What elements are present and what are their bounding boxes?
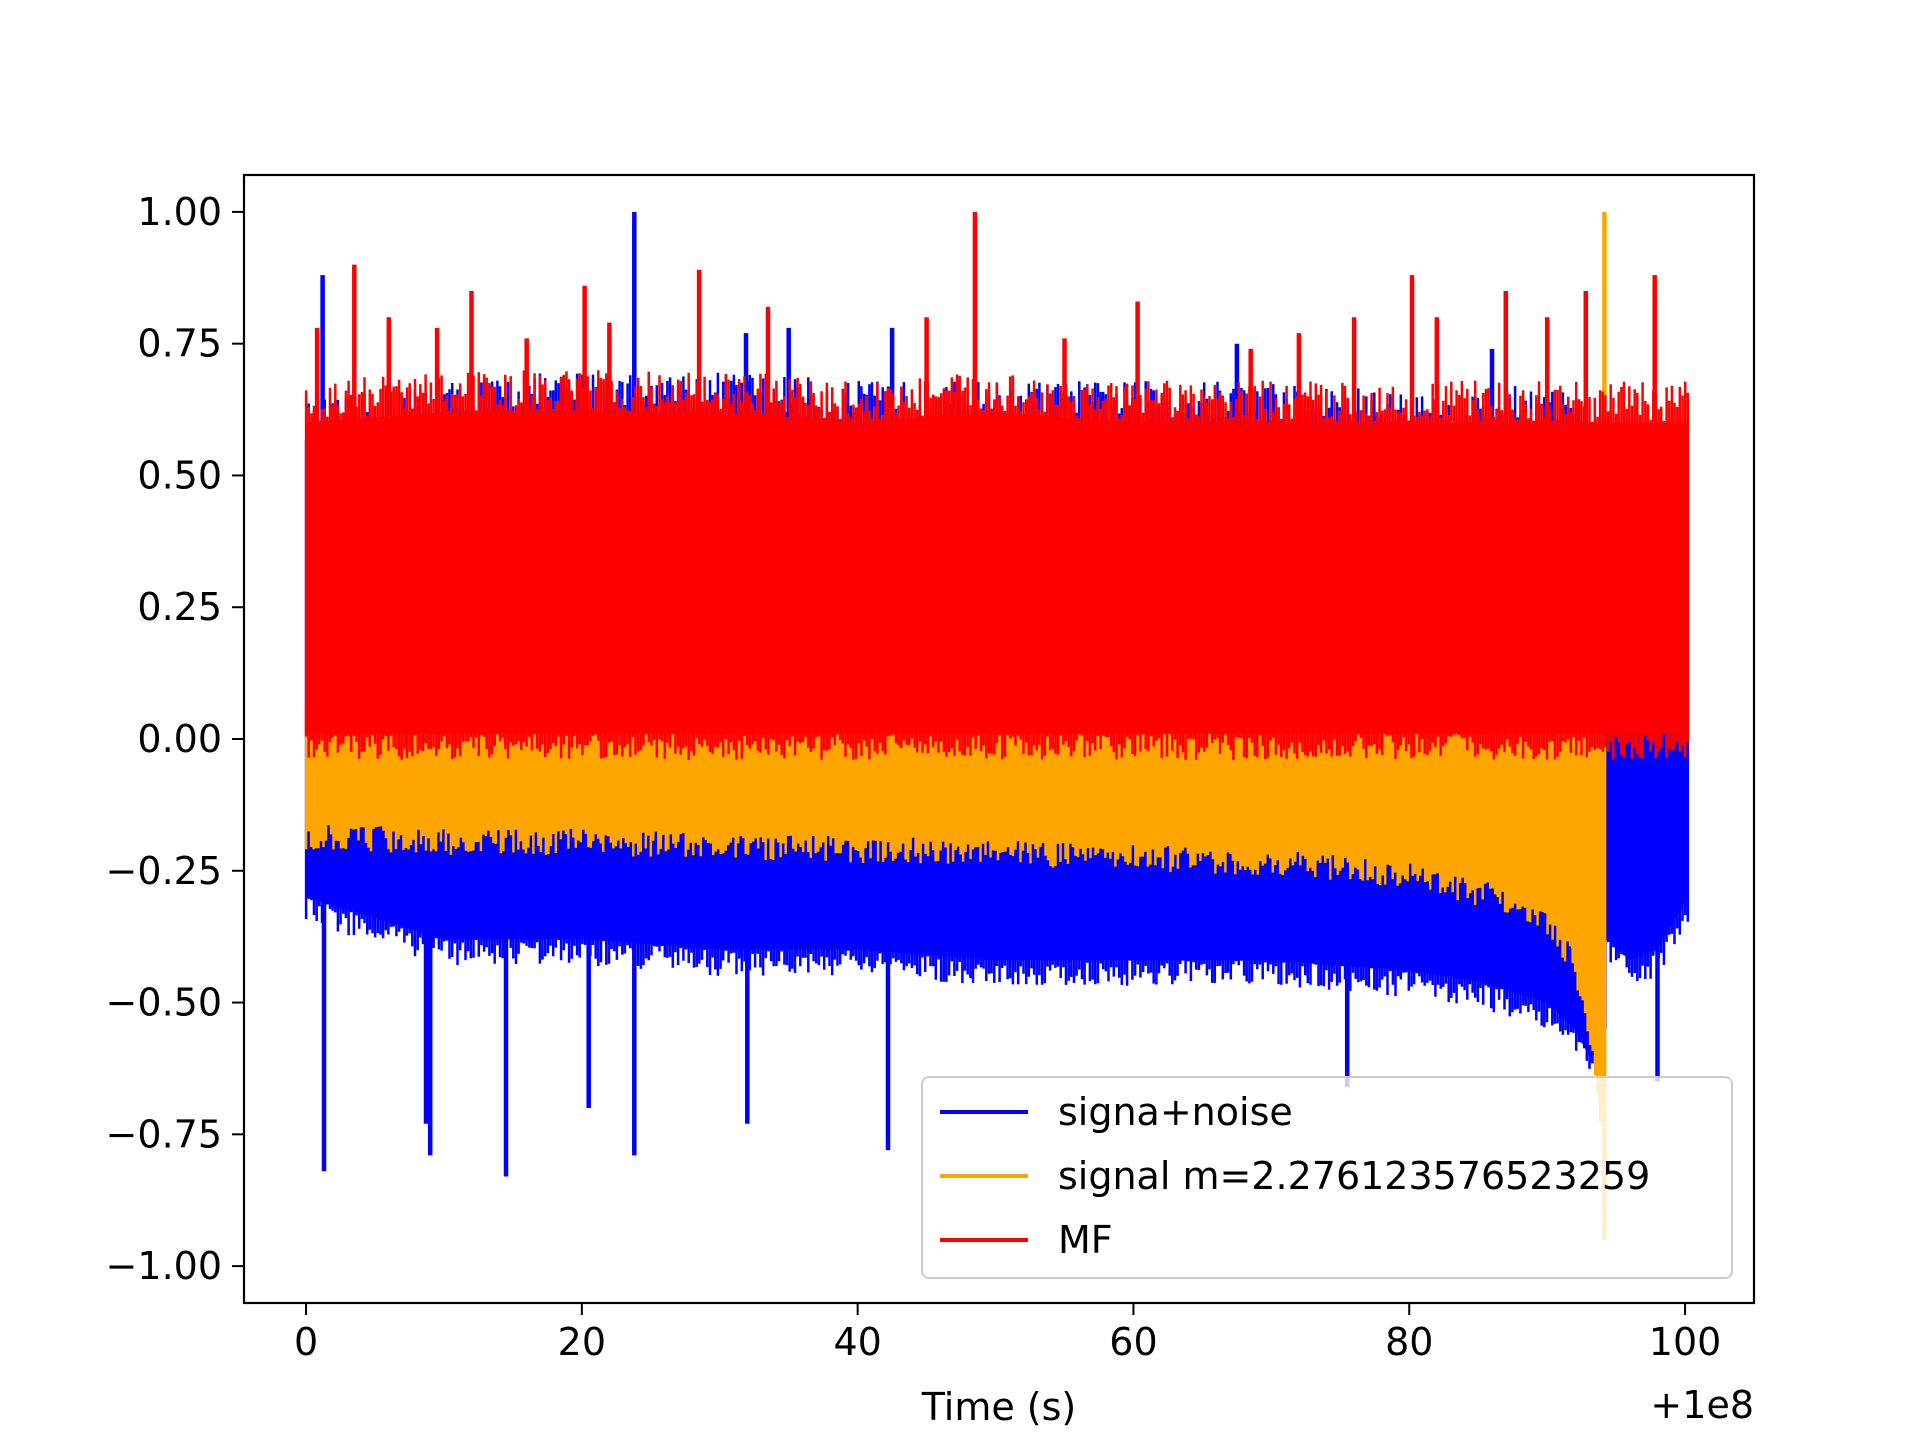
series-mf: [304, 211, 1690, 760]
y-tick-label: 0.75: [137, 322, 222, 366]
x-tick-label: 40: [833, 1320, 881, 1364]
series-layer: [304, 211, 1690, 1240]
legend-label-signal: signal m=2.276123576523259: [1058, 1154, 1650, 1198]
y-tick-label: −0.75: [106, 1112, 222, 1156]
x-tick-label: 20: [558, 1320, 606, 1364]
y-tick-label: 0.25: [137, 585, 222, 629]
x-offset-label: +1e8: [1650, 1383, 1754, 1427]
x-tick-label: 100: [1649, 1320, 1722, 1364]
legend-label-mf: MF: [1058, 1218, 1113, 1262]
axes-layer: 0 20 40 60 80 100 1.00 0.75 0.50 0.25 0.00 −0.25 −0.…: [106, 190, 1722, 1364]
y-tick-label: −1.00: [106, 1244, 222, 1288]
y-tick-label: 0.00: [137, 717, 222, 761]
y-tick-label: 0.50: [137, 453, 222, 497]
y-tick-label: 1.00: [137, 190, 222, 234]
legend: signa+noise signal m=2.276123576523259 M…: [921, 1076, 1733, 1279]
y-tick-label: −0.25: [106, 849, 222, 893]
x-axis-label: Time (s): [921, 1385, 1077, 1429]
y-tick-label: −0.50: [106, 981, 222, 1025]
x-tick-label: 60: [1109, 1320, 1157, 1364]
legend-label-signal-noise: signa+noise: [1058, 1090, 1293, 1134]
x-tick-label: 0: [294, 1320, 318, 1364]
x-tick-label: 80: [1385, 1320, 1433, 1364]
legend-frame: [921, 1076, 1733, 1279]
series-oscillation: [304, 687, 1607, 1130]
series-oscillation: [304, 370, 1690, 760]
